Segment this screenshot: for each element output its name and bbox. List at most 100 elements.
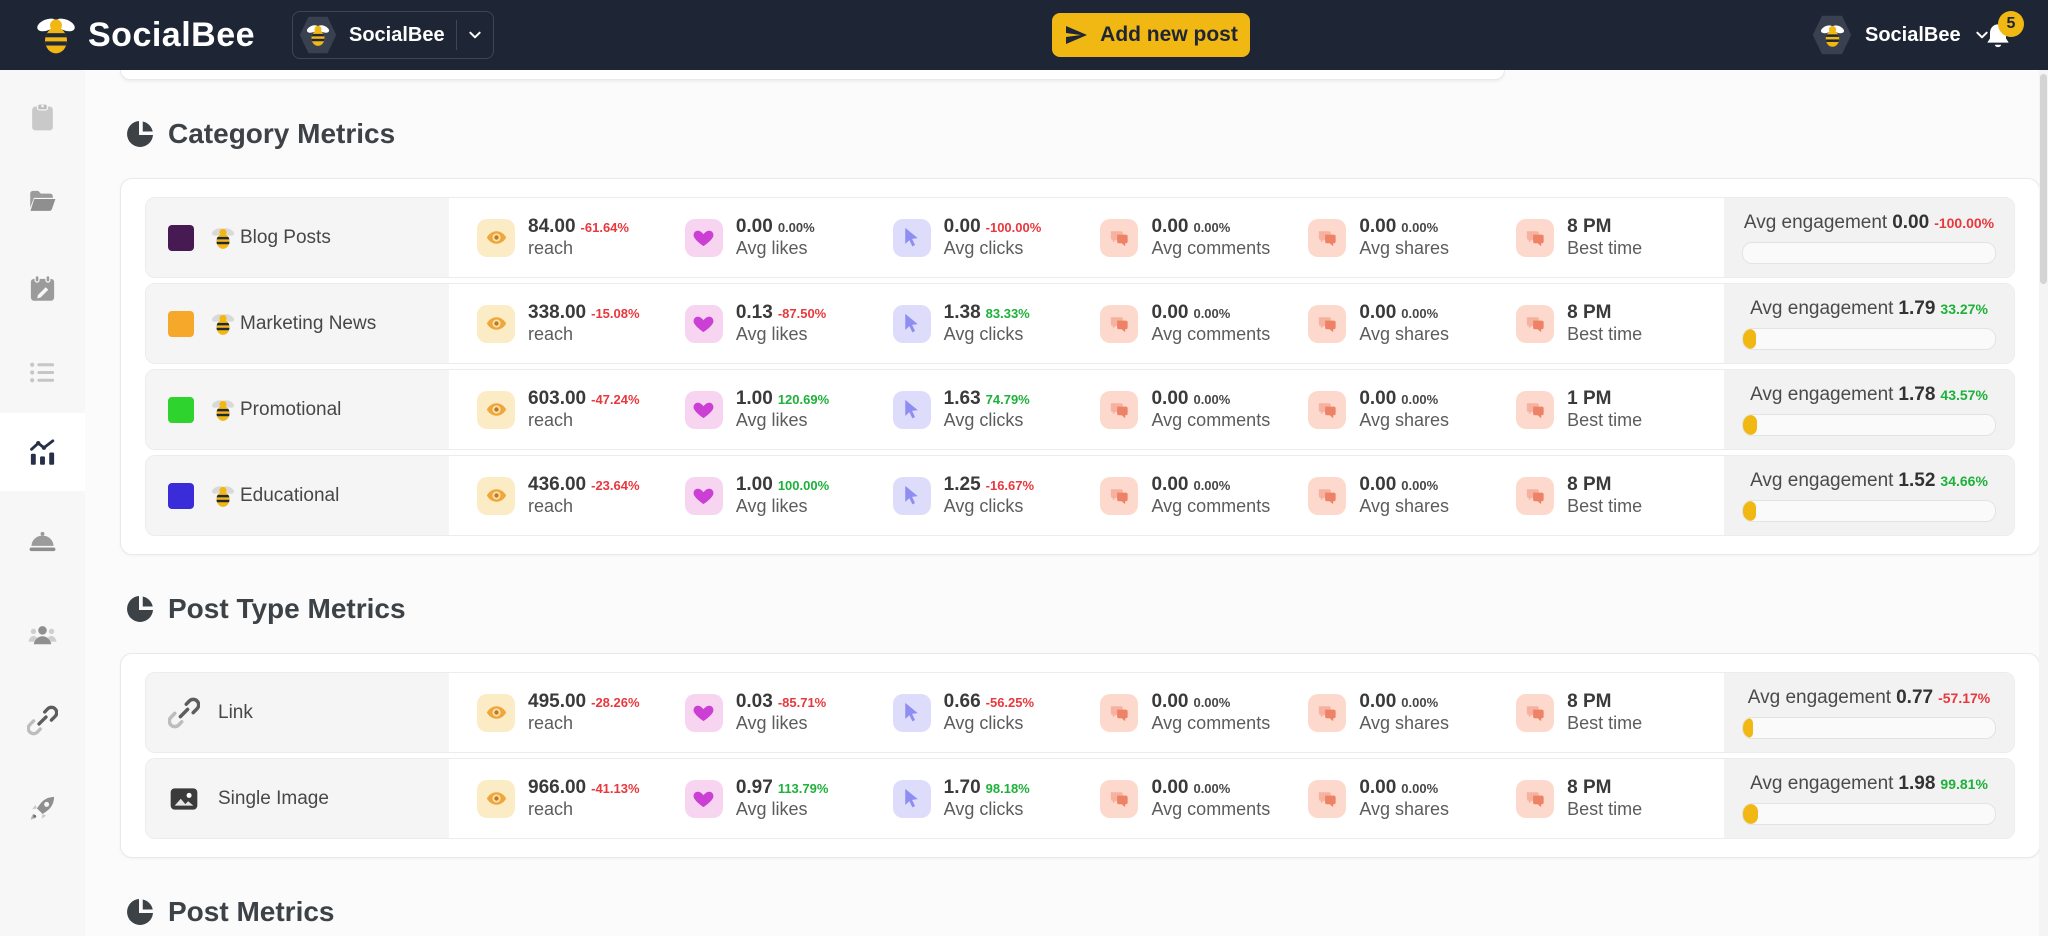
avg-engagement-delta: -57.17%	[1938, 689, 1991, 706]
category-color-swatch	[168, 396, 194, 423]
bee-logo-icon	[34, 13, 78, 57]
sidebar-item-analytics[interactable]	[0, 413, 85, 491]
metric-value: 0.00	[1359, 301, 1397, 323]
metric-label: reach	[528, 238, 574, 259]
metric-delta: 113.79%	[777, 780, 829, 796]
comments-icon	[1100, 693, 1139, 732]
shares-icon	[1308, 304, 1347, 343]
metric-value: 0.03	[735, 690, 773, 712]
comments-icon	[1100, 390, 1139, 429]
metric-label: Avg shares	[1359, 238, 1450, 259]
metric-delta: 98.18%	[985, 780, 1030, 796]
metric-value: 603.00	[528, 387, 587, 409]
account-menu[interactable]: SocialBee	[1812, 0, 1990, 70]
engagement-progress-bar	[1742, 716, 1996, 739]
sidebar-item-cloche[interactable]	[0, 501, 85, 579]
metric-best-time: 8 PM Best time	[1516, 690, 1724, 735]
metric-delta: -15.08%	[591, 305, 640, 321]
metric-label: Avg shares	[1359, 324, 1450, 345]
metric-label: Avg likes	[735, 713, 808, 734]
metric-value: 966.00	[528, 776, 587, 798]
metric-value: 0.00	[1359, 690, 1397, 712]
avg-engagement-value: 1.52	[1898, 469, 1936, 491]
metric-avg-clicks: 1.63 74.79% Avg clicks	[892, 387, 1101, 432]
metric-delta: -47.24%	[591, 391, 640, 407]
scrollbar[interactable]	[2039, 70, 2048, 936]
metric-value: 0.00	[735, 215, 773, 237]
sidebar-item-list[interactable]	[0, 333, 85, 411]
metric-label: Avg comments	[1151, 799, 1271, 820]
avg-engagement-label: Avg engagement	[1750, 383, 1894, 405]
analytics-icon	[27, 437, 58, 468]
metrics-row: Single Image 966.00 -41.13% reach 0.97 113.…	[145, 758, 2015, 839]
cursor-icon	[892, 390, 931, 429]
best-time-value: 1 PM	[1567, 387, 1612, 409]
best-time-label: Best time	[1567, 238, 1643, 259]
metrics-row: Promotional 603.00 -47.24% reach 1.00 120.6…	[145, 369, 2015, 450]
sidebar-item-rocket[interactable]	[0, 769, 85, 847]
metric-delta: 0.00%	[1401, 305, 1439, 321]
metric-avg-likes: 0.03 -85.71% Avg likes	[684, 690, 893, 735]
metric-value: 1.00	[735, 473, 773, 495]
workspace-selector[interactable]: SocialBee	[292, 11, 494, 59]
metric-value: 0.00	[1151, 473, 1189, 495]
metric-avg-shares: 0.00 0.00% Avg shares	[1308, 301, 1516, 346]
metric-label: Avg clicks	[943, 410, 1024, 431]
metrics-row: Educational 436.00 -23.64% reach 1.00 100.0…	[145, 455, 2015, 536]
metric-reach: 84.00 -61.64% reach	[477, 215, 685, 260]
add-new-post-button[interactable]: Add new post	[1052, 13, 1250, 57]
engagement-progress-fill	[1743, 803, 1759, 824]
avg-engagement-label: Avg engagement	[1743, 211, 1888, 233]
sidebar-item-users[interactable]	[0, 596, 85, 674]
comments-icon	[1100, 476, 1139, 515]
metric-reach: 338.00 -15.08% reach	[477, 301, 685, 346]
best-time-value: 8 PM	[1567, 690, 1612, 712]
metric-delta: -41.13%	[591, 780, 640, 796]
section-title-text: Post Metrics	[168, 896, 335, 927]
metric-avg-clicks: 1.70 98.18% Avg clicks	[892, 776, 1101, 821]
metric-value: 1.70	[943, 776, 981, 798]
metric-value: 338.00	[528, 301, 587, 323]
metric-value: 1.25	[943, 473, 981, 495]
metric-delta: 83.33%	[985, 305, 1030, 321]
sidebar-item-link[interactable]	[0, 681, 85, 759]
heart-icon	[684, 693, 723, 732]
metric-avg-clicks: 1.38 83.33% Avg clicks	[892, 301, 1101, 346]
scrollbar-thumb[interactable]	[2040, 74, 2047, 284]
metric-label: Avg likes	[735, 496, 808, 517]
notifications-button[interactable]: 5	[1982, 11, 2024, 57]
category-color-swatch	[168, 310, 194, 337]
pie-chart-icon	[125, 119, 155, 149]
eye-icon	[477, 779, 515, 818]
sidebar-item-folder[interactable]	[0, 161, 85, 239]
cursor-icon	[892, 693, 931, 732]
comments-icon	[1100, 304, 1139, 343]
metric-label: reach	[528, 799, 574, 820]
metric-avg-shares: 0.00 0.00% Avg shares	[1308, 776, 1516, 821]
metric-value: 1.38	[943, 301, 981, 323]
best-time-icon	[1516, 476, 1555, 515]
socialbee-logo[interactable]: SocialBee	[34, 0, 255, 70]
avg-engagement-delta: 34.66%	[1940, 472, 1988, 489]
metric-delta: -23.64%	[591, 477, 640, 493]
avg-engagement-label: Avg engagement	[1747, 686, 1892, 708]
link-icon	[168, 697, 200, 729]
metric-delta: 0.00%	[1193, 219, 1231, 235]
best-time-value: 8 PM	[1567, 776, 1612, 798]
bee-avatar-icon	[305, 22, 331, 48]
sidebar-item-clipboard[interactable]	[0, 78, 85, 156]
metric-delta: 0.00%	[1193, 477, 1231, 493]
heart-icon	[684, 304, 723, 343]
best-time-icon	[1516, 779, 1555, 818]
metric-delta: 100.00%	[777, 477, 830, 493]
metric-value: 0.97	[735, 776, 773, 798]
metric-label: Avg comments	[1151, 713, 1271, 734]
engagement-progress-fill	[1743, 414, 1757, 435]
engagement-progress-bar	[1742, 327, 1996, 350]
sidebar-item-calendar[interactable]	[0, 249, 85, 327]
metric-value: 436.00	[528, 473, 587, 495]
section-title-post-metrics: Post Metrics	[125, 894, 2048, 930]
metric-delta: -100.00%	[985, 219, 1042, 235]
metric-value: 0.00	[1151, 301, 1189, 323]
metrics-row: Marketing News 338.00 -15.08% reach 0.13 -8…	[145, 283, 2015, 364]
